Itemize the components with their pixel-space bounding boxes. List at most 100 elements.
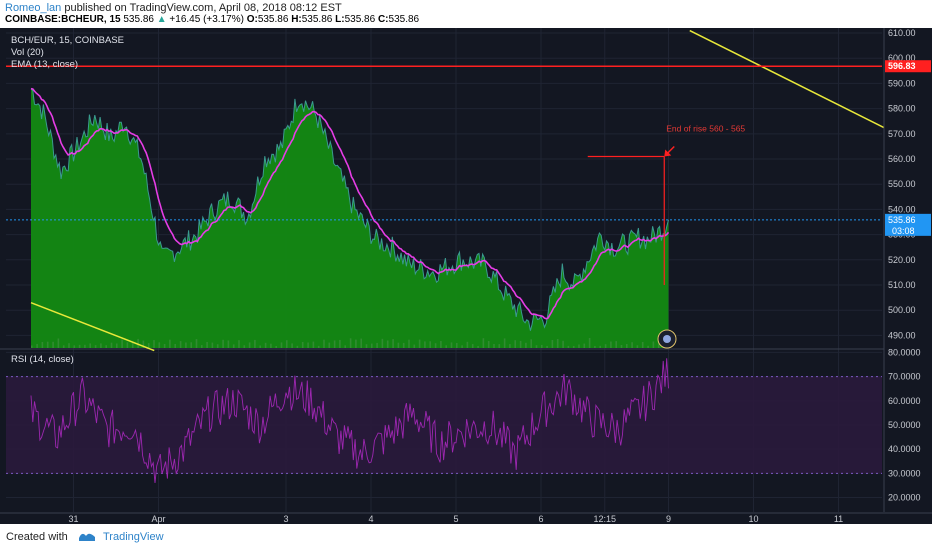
volume-bar xyxy=(365,344,368,348)
rsi-line xyxy=(30,358,669,483)
y-tick-label: 600.00 xyxy=(888,53,916,63)
volume-bar xyxy=(461,345,463,348)
open-value: 535.86 xyxy=(257,14,289,25)
volume-bar xyxy=(402,342,405,348)
volume-bar xyxy=(599,345,601,348)
volume-bar xyxy=(652,341,655,348)
volume-bar xyxy=(604,344,607,348)
trendline[interactable] xyxy=(30,301,155,352)
chart-area[interactable]: End of rise 560 - 565 490.00 500.00 510.00 5… xyxy=(0,28,932,524)
volume-bar xyxy=(286,340,288,348)
volume-bar xyxy=(408,339,410,348)
volume-bar xyxy=(615,341,617,348)
volume-bar xyxy=(301,342,304,348)
chart-svg[interactable]: End of rise 560 - 565 490.00 500.00 510.00 5… xyxy=(0,28,932,524)
volume-bar xyxy=(583,343,586,348)
resistance-label-box xyxy=(885,60,931,73)
volume-bar xyxy=(641,342,644,348)
volume-bar xyxy=(280,342,283,348)
y-tick-label: 590.00 xyxy=(888,78,916,88)
volume-bar xyxy=(631,342,633,348)
rsi-y-tick-label: 80.0000 xyxy=(888,347,921,357)
volume-bar xyxy=(41,342,44,348)
volume-bar xyxy=(84,344,86,348)
volume-bar xyxy=(227,340,230,348)
volume-bar xyxy=(381,338,384,348)
volume-bar xyxy=(503,338,506,348)
rsi-y-tick-label: 60.0000 xyxy=(888,396,921,406)
volume-bar xyxy=(110,342,113,348)
x-tick-label: 4 xyxy=(368,514,373,524)
volume-bar xyxy=(163,344,166,348)
volume-bar xyxy=(116,343,118,348)
y-tick-label: 560.00 xyxy=(888,154,916,164)
close-value: 535.86 xyxy=(388,14,420,25)
volume-bar xyxy=(185,342,187,348)
x-tick-label: 6 xyxy=(538,514,543,524)
volume-bar xyxy=(519,340,522,348)
published-text: published on TradingView.com, April 08, … xyxy=(64,2,342,14)
volume-bar xyxy=(270,343,272,348)
legend-ema: EMA (13, close) xyxy=(11,59,78,70)
change-value: +16.45 (+3.17%) xyxy=(169,14,244,25)
volume-bar xyxy=(211,342,214,348)
last-price: 535.86 xyxy=(123,14,154,25)
volume-bar xyxy=(291,343,293,348)
volume-bar xyxy=(339,339,341,348)
y-tick-label: 490.00 xyxy=(888,330,916,340)
volume-bar xyxy=(562,340,564,348)
volume-bar xyxy=(392,339,394,348)
x-tick-label: 12:15 xyxy=(593,514,616,524)
volume-bar xyxy=(254,339,256,348)
volume-bar xyxy=(100,343,102,348)
volume-bar xyxy=(131,341,134,348)
trendline[interactable] xyxy=(689,29,907,140)
volume-bar xyxy=(657,340,660,348)
price-line xyxy=(30,88,669,331)
volume-bar xyxy=(307,342,309,348)
volume-bar xyxy=(487,341,490,348)
x-tick-label: 9 xyxy=(666,514,671,524)
volume-bar xyxy=(360,338,362,348)
volume-bar xyxy=(147,343,150,348)
volume-bar xyxy=(418,339,421,348)
volume-bar xyxy=(514,340,516,348)
tradingview-brand[interactable]: TradingView xyxy=(103,531,164,543)
y-tick-label: 580.00 xyxy=(888,104,916,114)
volume-bar xyxy=(243,345,246,348)
volume-bar xyxy=(578,344,580,348)
volume-bar xyxy=(248,342,251,348)
rsi-y-tick-label: 50.0000 xyxy=(888,420,921,430)
volume-bar xyxy=(567,345,570,348)
tradingview-logo-icon[interactable] xyxy=(78,529,96,543)
up-arrow-icon: ▲ xyxy=(156,14,167,25)
volume-bar xyxy=(68,343,70,348)
volume-bar xyxy=(626,344,628,348)
low-value: 535.86 xyxy=(344,14,376,25)
price-scale[interactable] xyxy=(884,28,932,524)
volume-bar xyxy=(94,345,97,348)
volume-bar xyxy=(620,345,623,348)
y-tick-label: 570.00 xyxy=(888,129,916,139)
volume-bar xyxy=(179,341,182,348)
high-label: H: xyxy=(291,14,302,25)
author-link[interactable]: Romeo_lan xyxy=(5,2,62,14)
last-price-label-box xyxy=(885,213,931,236)
volume-bar xyxy=(647,345,649,348)
y-tick-label: 510.00 xyxy=(888,280,916,290)
volume-bar xyxy=(434,343,437,348)
volume-bar xyxy=(158,342,161,348)
volume-bar xyxy=(594,345,596,348)
volume-bar xyxy=(36,343,38,348)
volume-bar xyxy=(456,343,458,348)
created-with-text: Created with xyxy=(6,531,68,543)
y-tick-label: 500.00 xyxy=(888,305,916,315)
volume-bar xyxy=(429,341,431,348)
volume-bar xyxy=(169,339,171,348)
volume-bar xyxy=(588,338,591,348)
volume-bar xyxy=(498,344,501,348)
annotation-text: End of rise 560 - 565 xyxy=(666,124,745,134)
open-label: O: xyxy=(246,14,258,25)
y-tick-label: 610.00 xyxy=(888,28,916,38)
x-tick-label: Apr xyxy=(151,514,165,524)
